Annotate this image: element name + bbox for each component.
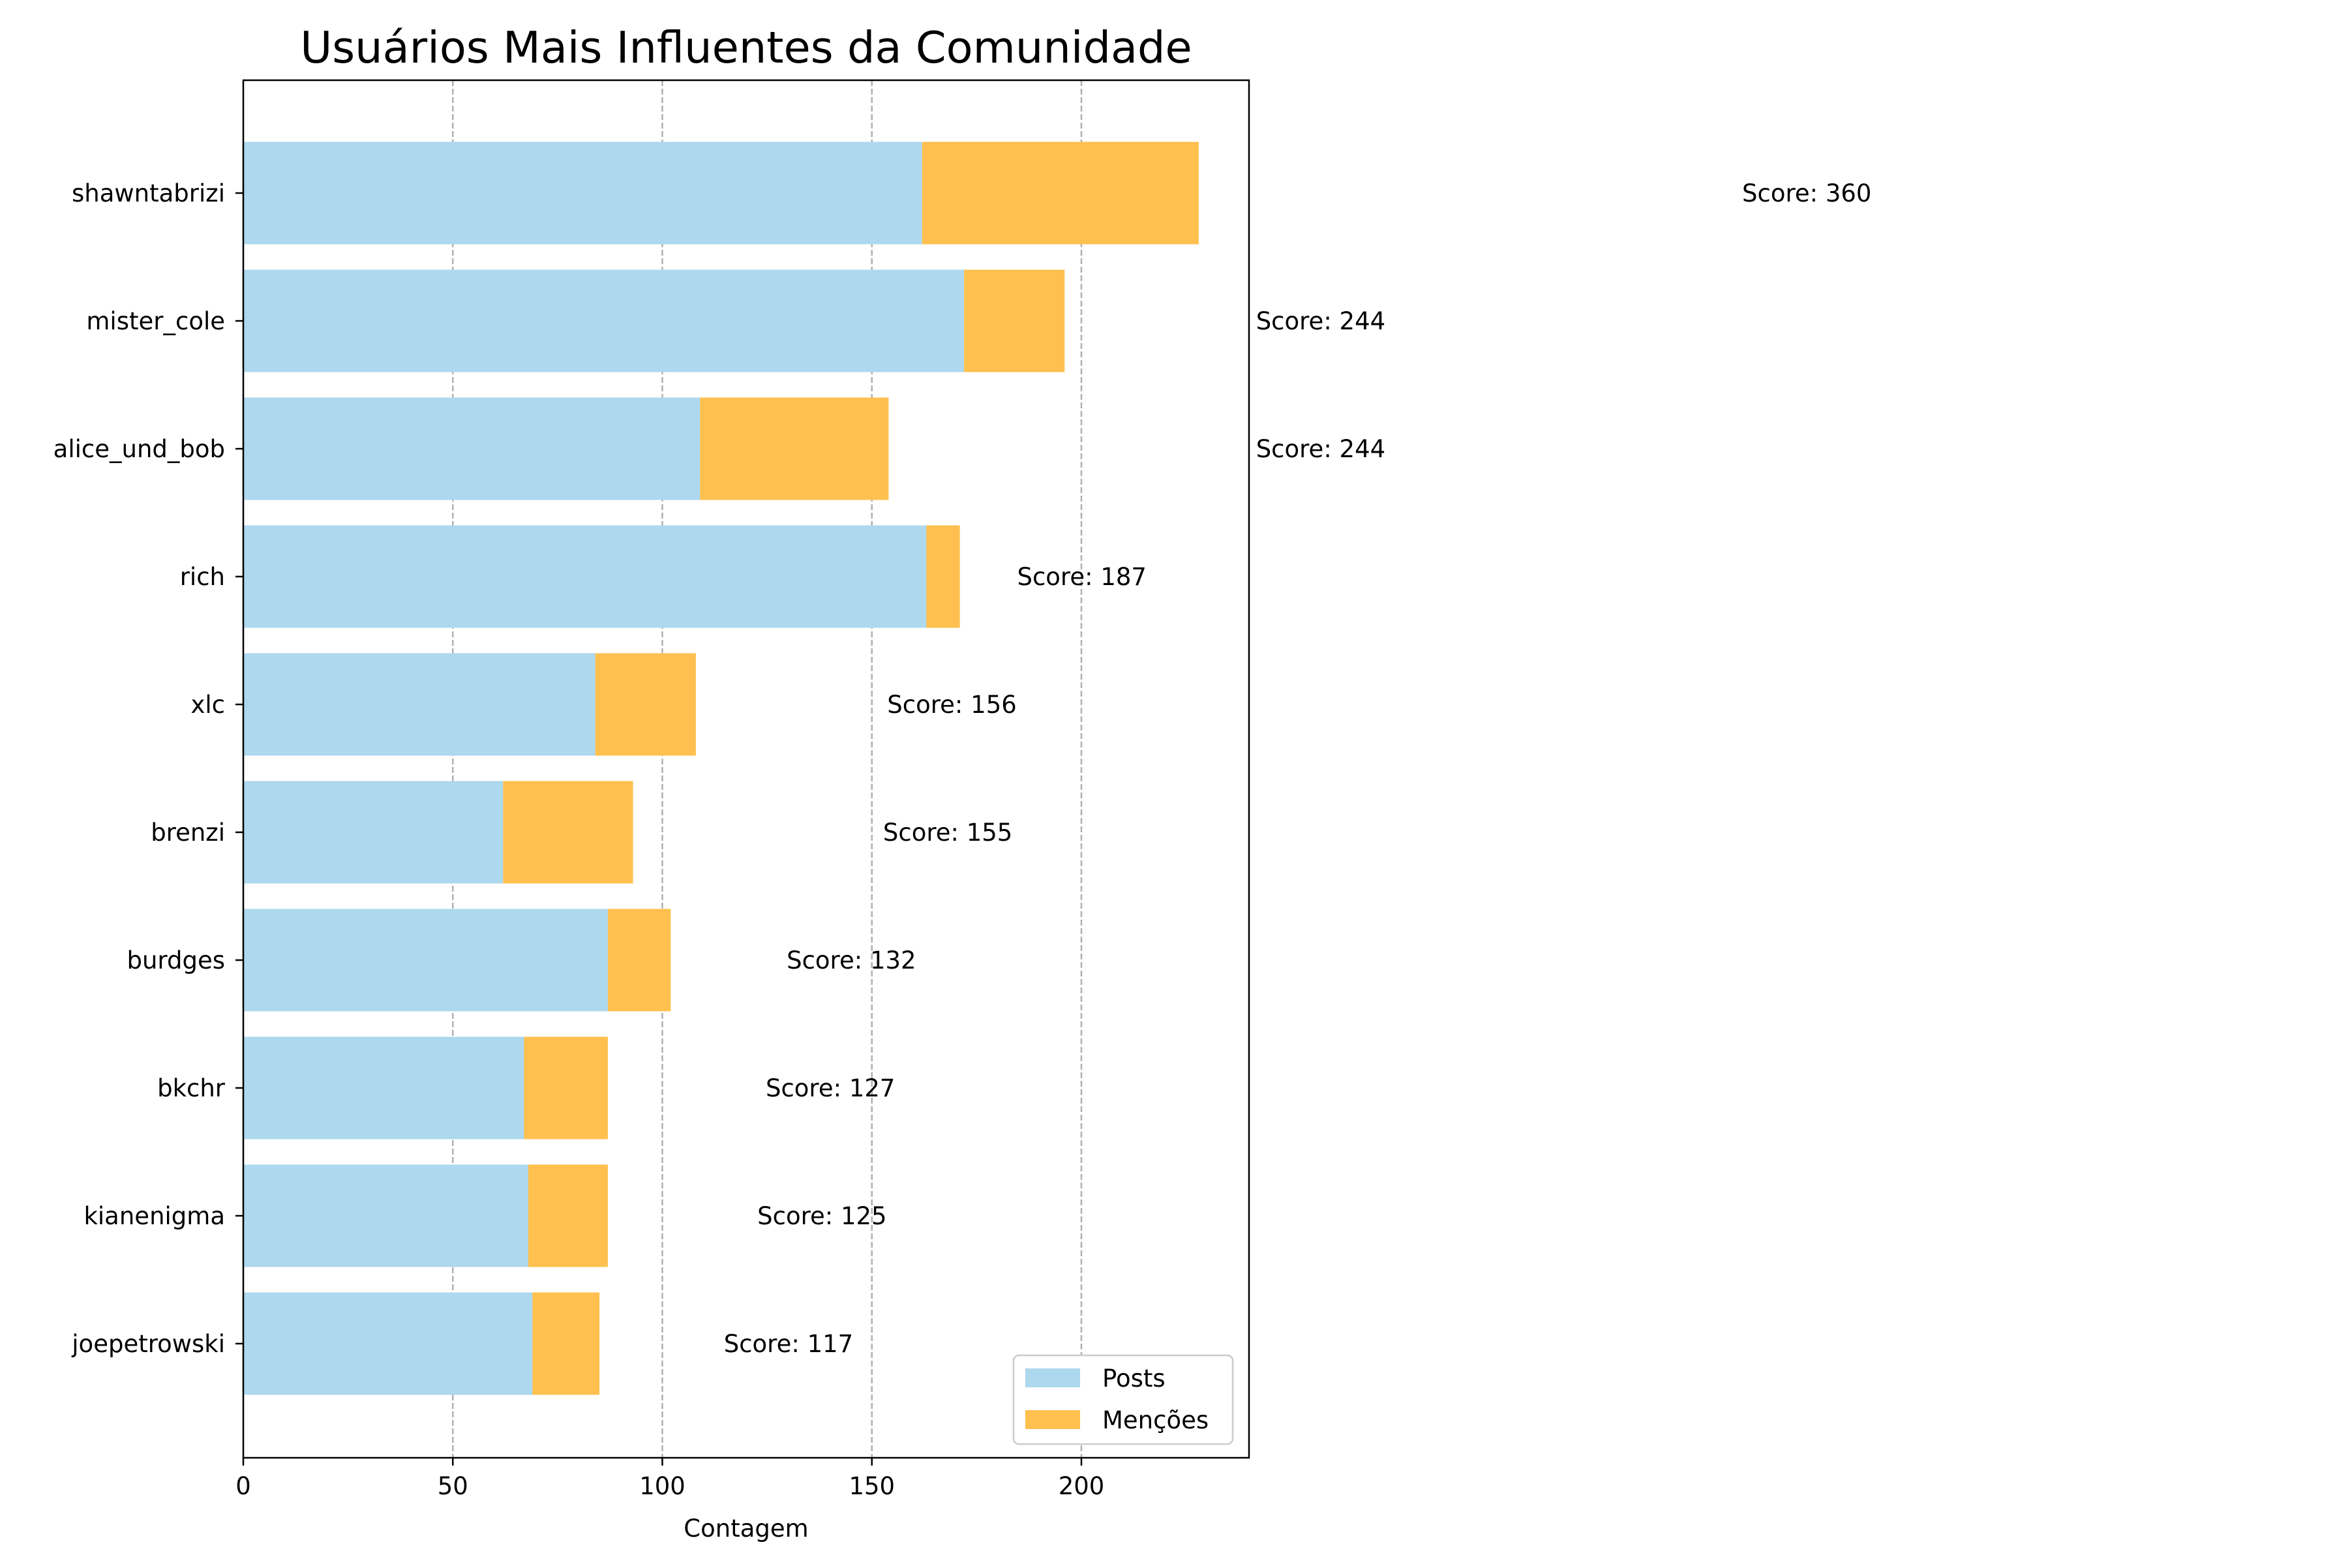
x-axis-label: Contagem xyxy=(684,1515,808,1543)
bar-posts-bkchr xyxy=(243,1036,524,1139)
bar-posts-rich xyxy=(243,525,927,628)
x-tick-label-3: 150 xyxy=(849,1472,895,1500)
y-tick-label-bkchr: bkchr xyxy=(157,1074,226,1102)
bar-mencoes-xlc xyxy=(595,653,696,756)
bars-layer xyxy=(243,142,1199,1395)
bar-posts-mister_cole xyxy=(243,269,965,372)
x-tick-label-2: 100 xyxy=(639,1472,685,1500)
ticks-layer: 0 50 100 150 200 xyxy=(235,192,1105,1500)
score-label-bkchr: Score: 127 xyxy=(766,1074,895,1102)
bar-posts-alice_und_bob xyxy=(243,397,700,500)
bar-mencoes-rich xyxy=(926,525,960,628)
legend-label-mencoes: Menções xyxy=(1102,1406,1209,1434)
score-label-rich: Score: 187 xyxy=(1017,563,1146,591)
score-label-shawntabrizi: Score: 360 xyxy=(1742,179,1871,207)
score-label-xlc: Score: 156 xyxy=(887,691,1016,719)
score-label-mister_cole: Score: 244 xyxy=(1256,307,1385,335)
bar-mencoes-kianenigma xyxy=(528,1164,608,1267)
legend-label-posts: Posts xyxy=(1102,1364,1166,1393)
y-tick-label-rich: rich xyxy=(180,563,225,591)
score-label-brenzi: Score: 155 xyxy=(883,819,1012,847)
bar-mencoes-burdges xyxy=(607,909,671,1012)
bar-mencoes-joepetrowski xyxy=(532,1292,600,1395)
x-tick-label-0: 0 xyxy=(235,1472,251,1500)
bar-posts-brenzi xyxy=(243,781,504,884)
y-tick-label-xlc: xlc xyxy=(190,691,225,719)
y-tick-label-burdges: burdges xyxy=(127,946,225,974)
bar-posts-kianenigma xyxy=(243,1164,528,1267)
plot-frame xyxy=(242,79,1250,1459)
y-tick-label-mister_cole: mister_cole xyxy=(86,307,225,335)
bar-mencoes-brenzi xyxy=(503,781,633,884)
bar-posts-joepetrowski xyxy=(243,1292,533,1395)
score-label-joepetrowski: Score: 117 xyxy=(724,1330,853,1358)
y-tick-label-brenzi: brenzi xyxy=(151,819,225,847)
bar-mencoes-mister_cole xyxy=(964,269,1065,372)
y-tick-label-alice_und_bob: alice_und_bob xyxy=(53,435,225,463)
bar-mencoes-alice_und_bob xyxy=(700,397,889,500)
x-tick-label-4: 200 xyxy=(1059,1472,1105,1500)
bar-posts-burdges xyxy=(243,909,608,1012)
bar-mencoes-shawntabrizi xyxy=(922,142,1199,245)
legend-swatch-posts xyxy=(1025,1368,1080,1387)
y-tick-label-kianenigma: kianenigma xyxy=(83,1202,225,1230)
labels-layer: shawntabrizi Score: 360 mister_cole Score: … xyxy=(53,179,1872,1358)
bar-mencoes-bkchr xyxy=(524,1036,608,1139)
legend: Posts Menções xyxy=(1012,1354,1234,1445)
y-tick-label-joepetrowski: joepetrowski xyxy=(71,1330,225,1358)
score-label-burdges: Score: 132 xyxy=(787,946,916,974)
score-label-alice_und_bob: Score: 244 xyxy=(1256,435,1385,463)
legend-swatch-mencoes xyxy=(1025,1410,1080,1429)
score-label-kianenigma: Score: 125 xyxy=(757,1202,886,1230)
chart-title: Usuários Mais Influentes da Comunidade xyxy=(300,22,1192,73)
y-tick-label-shawntabrizi: shawntabrizi xyxy=(72,179,225,207)
bar-posts-xlc xyxy=(243,653,595,756)
bar-posts-shawntabrizi xyxy=(243,142,922,245)
x-tick-label-1: 50 xyxy=(438,1472,468,1500)
